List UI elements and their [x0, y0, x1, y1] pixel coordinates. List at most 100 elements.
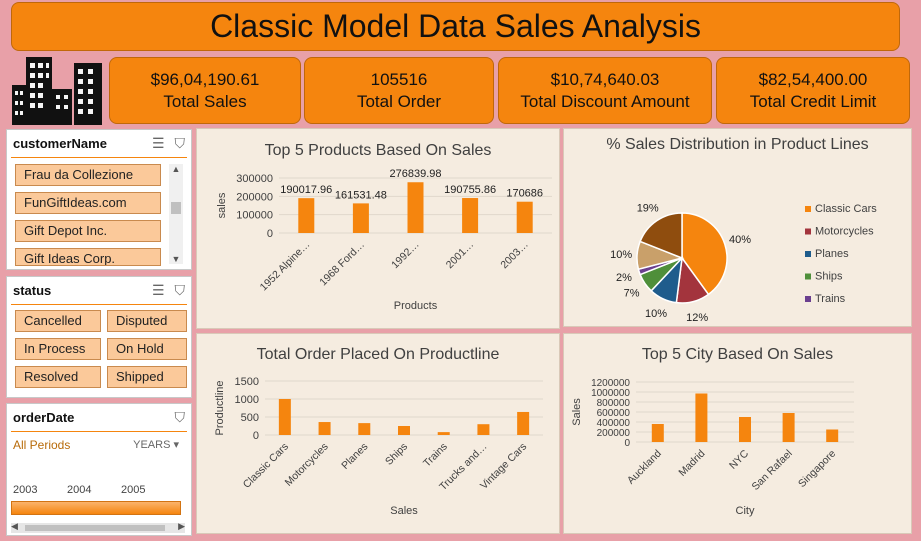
x-axis-label: City — [736, 505, 755, 517]
x-tick-label: 2003… — [498, 239, 530, 271]
slicer-item[interactable]: Disputed — [107, 310, 187, 332]
kpi-total-sales: $96,04,190.61 Total Sales — [109, 57, 301, 124]
legend-entry: Trains — [815, 293, 846, 305]
y-axis-label: sales — [216, 192, 228, 218]
y-tick-label: 800000 — [597, 398, 631, 409]
x-tick-label: 1968 Ford… — [317, 239, 367, 289]
bar — [462, 198, 479, 233]
clear-filter-icon[interactable]: ⛉ — [174, 282, 186, 298]
kpi-total-credit-limit: $82,54,400.00 Total Credit Limit — [716, 57, 910, 124]
chevron-down-icon: ▾ — [173, 439, 179, 451]
bar — [517, 411, 530, 435]
slicer-title: status — [13, 283, 52, 298]
pie-slice — [681, 212, 728, 296]
top-city-chart-panel: Top 5 City Based On Sales 0 200000 400000 6… — [563, 333, 912, 534]
x-tick-label: Planes — [339, 441, 370, 472]
kpi-total-discount: $10,74,640.03 Total Discount Amount — [498, 57, 712, 124]
y-tick-label: 1000000 — [591, 388, 630, 399]
legend-entry: Ships — [815, 271, 843, 283]
y-tick-label: 600000 — [597, 408, 631, 419]
slicer-item[interactable]: Shipped — [107, 366, 187, 388]
bar — [278, 399, 291, 435]
legend-entry: Planes — [815, 248, 849, 260]
bar — [358, 423, 371, 435]
x-axis-label: Sales — [390, 505, 418, 517]
pie-slice — [639, 212, 683, 260]
data-label: 161531.48 — [335, 189, 387, 201]
data-label: 190755.86 — [444, 184, 496, 196]
legend-entry: Classic Cars — [815, 203, 877, 215]
legend-swatch — [805, 296, 811, 302]
y-tick-label: 200000 — [236, 191, 273, 203]
chart-title: Total Order Placed On Productline — [256, 346, 500, 363]
multi-select-icon[interactable]: ☰ — [151, 282, 165, 298]
slicer-item[interactable]: Resolved — [15, 366, 101, 388]
clear-filter-icon[interactable]: ⛉ — [174, 409, 186, 425]
clear-filter-icon[interactable]: ⛉ — [174, 135, 186, 151]
bar — [516, 201, 533, 233]
sales-distribution-pie: 40% 12% 10% 7% 2% 10% 19% Classic Cars Motorcycl… — [610, 203, 877, 325]
period-label: All Periods — [13, 438, 71, 452]
slicer-item[interactable]: Cancelled — [15, 310, 101, 332]
y-tick-label: 1500 — [235, 376, 259, 388]
legend-entry: Motorcycles — [815, 226, 874, 238]
top-products-chart: 0 100000 200000 300000 190017.96 1952 Alpine…… — [216, 168, 552, 312]
scroll-down-icon[interactable]: ▼ — [171, 254, 181, 264]
time-unit-dropdown[interactable]: YEARS ▾ — [133, 438, 179, 451]
chart-title: Top 5 Products Based On Sales — [264, 142, 492, 159]
scroll-left-icon[interactable]: ◀ — [11, 521, 18, 531]
slice-label: 10% — [645, 308, 667, 320]
kpi-label: Total Credit Limit — [749, 91, 877, 111]
chart-title: % Sales Distribution in Product Lines — [606, 136, 869, 153]
customer-name-slicer: customerName ☰ ⛉ Frau da Collezione FunG… — [6, 129, 192, 270]
x-tick-label: Classic Cars — [241, 441, 291, 491]
scroll-thumb[interactable] — [25, 525, 165, 531]
multi-select-icon[interactable]: ☰ — [151, 135, 165, 151]
x-tick-label: Madrid — [676, 448, 707, 479]
legend-swatch — [805, 228, 811, 235]
legend-swatch — [805, 273, 811, 280]
slicer-item[interactable]: On Hold — [107, 338, 187, 360]
chart-title: Top 5 City Based On Sales — [641, 346, 834, 363]
y-tick-label: 100000 — [236, 210, 273, 222]
y-tick-label: 200000 — [597, 428, 631, 439]
x-tick-label: Motorcycles — [283, 441, 331, 489]
slicer-scrollbar[interactable]: ▲ ▼ — [169, 164, 183, 264]
bar — [826, 429, 839, 442]
bar — [477, 424, 490, 435]
scroll-right-icon[interactable]: ▶ — [178, 521, 185, 531]
slice-label: 19% — [637, 203, 659, 215]
slice-label: 7% — [624, 287, 640, 299]
x-tick-label: Trains — [421, 441, 450, 470]
x-tick-label: Auckland — [625, 448, 664, 487]
scroll-thumb[interactable] — [171, 202, 181, 214]
legend-swatch — [805, 206, 811, 212]
y-tick-label: 1000 — [235, 394, 259, 406]
kpi-value: $96,04,190.61 — [150, 69, 260, 89]
bar — [407, 182, 424, 233]
bar — [398, 426, 410, 435]
timeline-bar[interactable] — [11, 501, 181, 515]
x-tick-label: 1992… — [389, 239, 421, 271]
slicer-item[interactable]: Gift Ideas Corp. — [15, 248, 161, 266]
x-tick-label: Ships — [383, 441, 410, 468]
status-slicer: status ☰ ⛉ Cancelled Disputed In Process… — [6, 276, 192, 398]
scroll-up-icon[interactable]: ▲ — [171, 164, 181, 174]
slicer-item[interactable]: FunGiftIdeas.com — [15, 192, 161, 214]
x-axis-label: Products — [394, 300, 438, 312]
y-tick-label: 0 — [624, 438, 630, 449]
timeline-scrollbar[interactable]: ◀ ▶ — [11, 521, 185, 533]
bar — [651, 424, 664, 442]
y-tick-label: 500 — [241, 412, 259, 424]
kpi-total-order: 105516 Total Order — [304, 57, 494, 124]
slicer-title: orderDate — [13, 410, 75, 425]
slicer-item[interactable]: In Process — [15, 338, 101, 360]
x-tick-label: San Rafael — [749, 448, 794, 493]
bar — [782, 413, 795, 442]
time-unit-value: YEARS — [133, 439, 171, 451]
kpi-value: $10,74,640.03 — [550, 69, 660, 89]
slicer-item[interactable]: Frau da Collezione — [15, 164, 161, 186]
slicer-item[interactable]: Gift Depot Inc. — [15, 220, 161, 242]
